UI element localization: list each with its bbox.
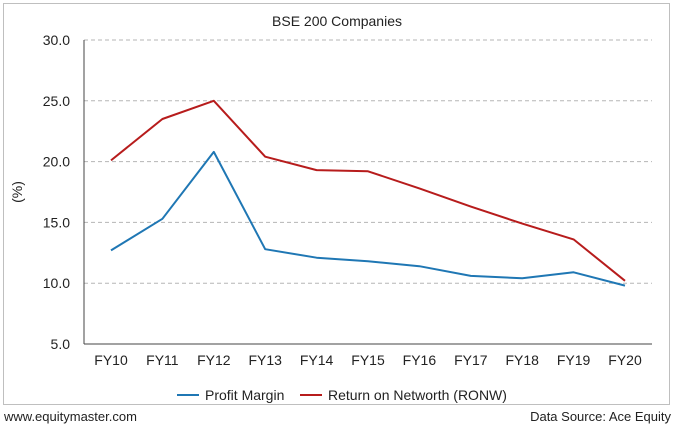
- legend-label: Profit Margin: [205, 387, 284, 403]
- series-line-profit-margin: [110, 150, 626, 287]
- x-tick-label: FY15: [351, 352, 385, 368]
- x-tick-label: FY20: [608, 352, 642, 368]
- x-tick-label: FY13: [248, 352, 282, 368]
- y-axis-label: (%): [9, 181, 25, 203]
- x-tick-label: FY18: [505, 352, 539, 368]
- y-tick-label: 10.0: [43, 275, 70, 291]
- website-label: www.equitymaster.com: [4, 409, 137, 424]
- x-tick-label: FY19: [557, 352, 591, 368]
- y-tick-label: 15.0: [43, 214, 70, 230]
- y-tick-label: 30.0: [43, 32, 70, 48]
- x-tick-label: FY11: [146, 352, 179, 368]
- x-tick-label: FY10: [94, 352, 128, 368]
- series-line-ronw: [110, 99, 626, 282]
- x-tick-label: FY17: [454, 352, 488, 368]
- data-source-label: Data Source: Ace Equity: [530, 409, 671, 424]
- y-tick-label: 20.0: [43, 154, 70, 170]
- y-tick-label: 5.0: [51, 336, 71, 352]
- chart-title: BSE 200 Companies: [272, 13, 402, 29]
- chart-frame: [3, 3, 670, 405]
- x-tick-label: FY12: [197, 352, 231, 368]
- x-tick-label: FY16: [403, 352, 437, 368]
- legend-label: Return on Networth (RONW): [328, 387, 507, 403]
- x-tick-label: FY14: [300, 352, 334, 368]
- y-tick-label: 25.0: [43, 93, 70, 109]
